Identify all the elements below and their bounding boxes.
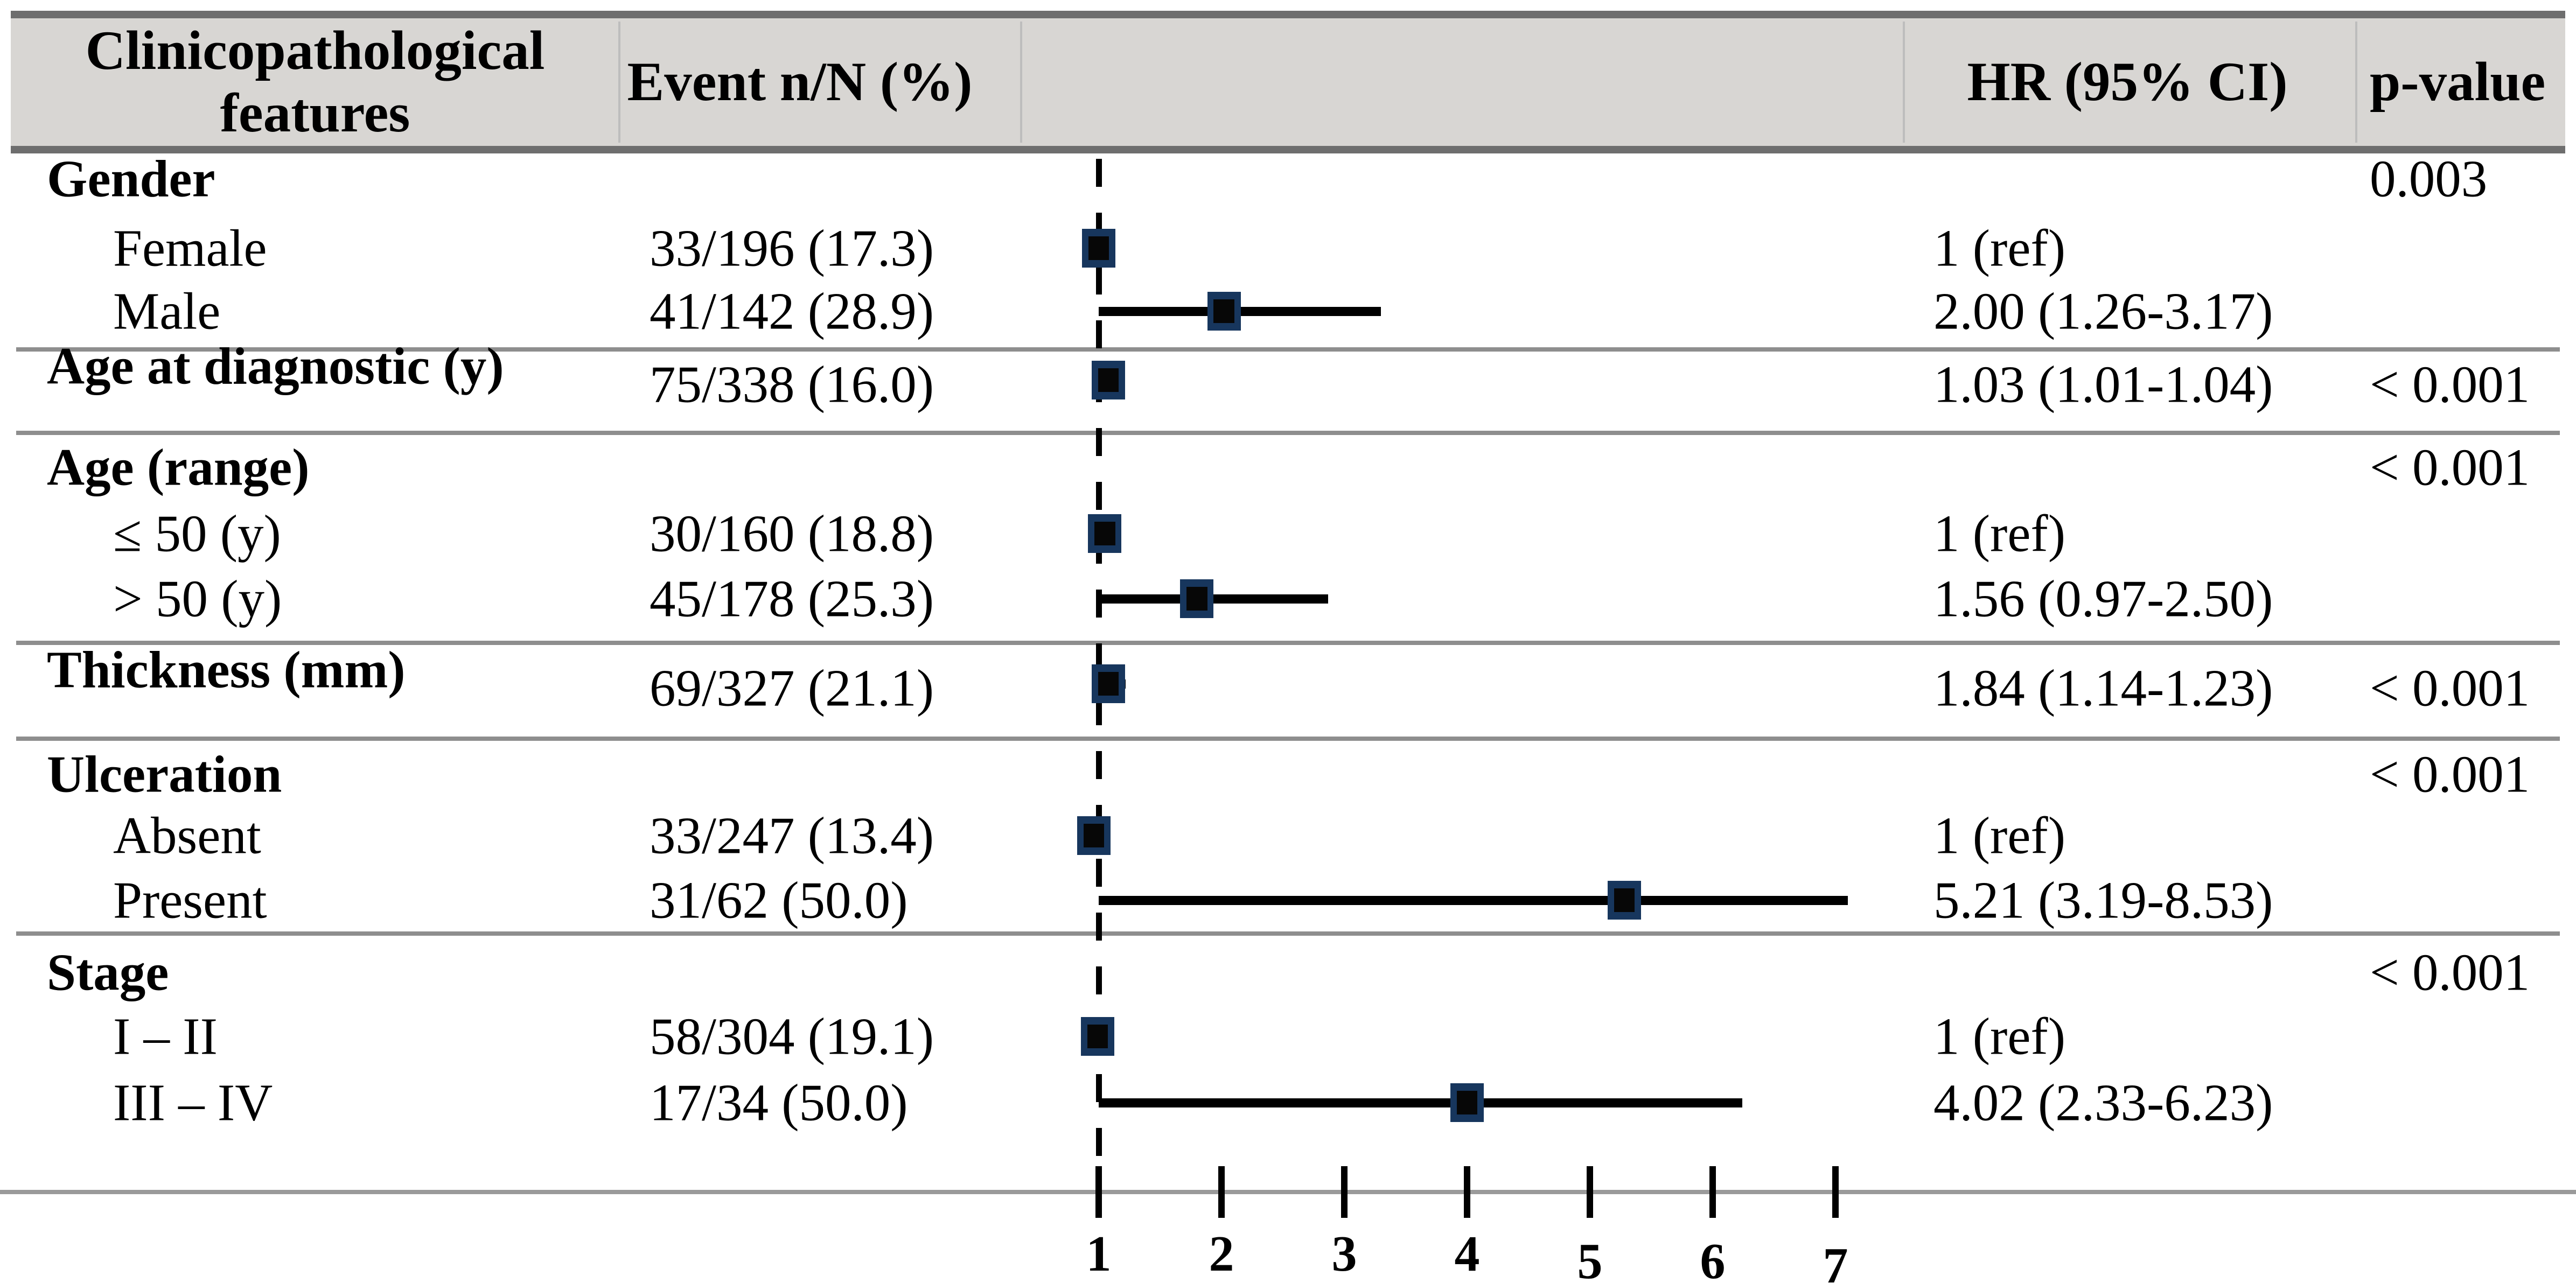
table-header-band <box>11 11 2565 153</box>
hr-marker <box>1450 1083 1484 1122</box>
axis-tick-label: 6 <box>1700 1233 1726 1283</box>
hr-marker-core <box>1614 888 1635 912</box>
section-separator <box>16 931 2560 936</box>
row-label: ≤ 50 (y) <box>113 504 281 563</box>
x-axis-line <box>0 1190 2576 1194</box>
axis-tick-label: 1 <box>1086 1226 1112 1282</box>
pvalue-cell: 0.003 <box>2370 150 2488 208</box>
axis-tick-label: 5 <box>1577 1233 1603 1283</box>
event-cell: 33/196 (17.3) <box>650 219 934 277</box>
event-cell: 45/178 (25.3) <box>650 570 934 628</box>
section-separator <box>16 347 2560 352</box>
axis-tick <box>1464 1166 1470 1218</box>
event-cell: 31/62 (50.0) <box>650 871 908 929</box>
ci-line <box>1099 896 1848 905</box>
row-label: Female <box>113 219 267 277</box>
axis-tick <box>1832 1166 1839 1218</box>
axis-tick-label: 7 <box>1823 1238 1848 1283</box>
hr-cell: 1.84 (1.14-1.23) <box>1933 659 2273 717</box>
hr-marker-core <box>1186 587 1207 611</box>
column-header-event: Event n/N (%) <box>627 51 973 113</box>
event-cell: 30/160 (18.8) <box>650 504 934 563</box>
event-cell: 33/247 (13.4) <box>650 807 934 865</box>
hr-cell: 2.00 (1.26-3.17) <box>1933 282 2273 340</box>
header-cell-border <box>1020 22 1022 143</box>
header-cell-border <box>618 22 620 143</box>
row-label: Male <box>113 282 221 340</box>
column-header-pvalue: p-value <box>2370 51 2546 113</box>
pvalue-cell: < 0.001 <box>2370 438 2530 496</box>
hr-marker <box>1092 361 1126 399</box>
ci-line <box>1099 1098 1742 1107</box>
row-label: Absent <box>113 807 261 865</box>
hr-marker-core <box>1456 1091 1478 1114</box>
hr-marker-core <box>1098 672 1119 696</box>
axis-tick <box>1709 1166 1716 1218</box>
hr-marker-core <box>1088 236 1109 260</box>
row-label: Stage <box>47 943 169 1001</box>
axis-tick <box>1341 1166 1348 1218</box>
hr-cell: 5.21 (3.19-8.53) <box>1933 871 2273 929</box>
axis-tick-label: 4 <box>1454 1226 1480 1282</box>
row-label: Thickness (mm) <box>47 641 406 699</box>
row-label: I – II <box>113 1007 218 1065</box>
event-cell: 75/338 (16.0) <box>650 355 934 413</box>
hr-cell: 1 (ref) <box>1933 504 2066 563</box>
hr-marker <box>1077 816 1111 855</box>
pvalue-cell: < 0.001 <box>2370 745 2530 803</box>
hr-cell: 4.02 (2.33-6.23) <box>1933 1074 2273 1132</box>
pvalue-cell: < 0.001 <box>2370 355 2530 413</box>
row-label: Present <box>113 871 267 929</box>
pvalue-cell: < 0.001 <box>2370 659 2530 717</box>
row-label: Gender <box>47 150 215 208</box>
axis-tick <box>1587 1166 1593 1218</box>
hr-cell: 1.56 (0.97-2.50) <box>1933 570 2273 628</box>
event-cell: 17/34 (50.0) <box>650 1074 908 1132</box>
axis-tick-label: 3 <box>1331 1226 1357 1282</box>
hr-cell: 1 (ref) <box>1933 219 2066 277</box>
hr-marker <box>1080 1017 1114 1056</box>
hr-marker <box>1607 881 1641 920</box>
column-header-hr: HR (95% CI) <box>1967 51 2288 113</box>
hr-marker <box>1180 579 1214 618</box>
hr-marker <box>1082 229 1115 268</box>
row-label: III – IV <box>113 1074 273 1132</box>
row-label: Ulceration <box>47 745 282 803</box>
pvalue-cell: < 0.001 <box>2370 943 2530 1001</box>
hr-marker-core <box>1083 824 1105 847</box>
hr-marker <box>1088 514 1122 553</box>
hr-marker-core <box>1098 368 1119 392</box>
hr-marker-core <box>1213 299 1234 323</box>
hr-marker-core <box>1094 522 1115 545</box>
column-header-features: Clinicopathological features <box>85 20 545 144</box>
header-cell-border <box>2355 22 2357 143</box>
section-separator <box>16 431 2560 435</box>
event-cell: 69/327 (21.1) <box>650 659 934 717</box>
header-cell-border <box>1903 22 1905 143</box>
hr-marker-core <box>1087 1025 1108 1048</box>
section-separator <box>16 641 2560 645</box>
event-cell: 58/304 (19.1) <box>650 1007 934 1065</box>
section-separator <box>16 737 2560 741</box>
row-label: Age (range) <box>47 438 310 496</box>
axis-tick <box>1218 1166 1225 1218</box>
axis-tick <box>1095 1166 1102 1218</box>
row-label: Age at diagnostic (y) <box>47 337 504 395</box>
hr-marker <box>1207 292 1241 331</box>
row-label: > 50 (y) <box>113 570 282 628</box>
hr-cell: 1 (ref) <box>1933 807 2066 865</box>
hr-marker <box>1092 664 1126 703</box>
hr-cell: 1.03 (1.01-1.04) <box>1933 355 2273 413</box>
hr-cell: 1 (ref) <box>1933 1007 2066 1065</box>
event-cell: 41/142 (28.9) <box>650 282 934 340</box>
axis-tick-label: 2 <box>1209 1226 1234 1282</box>
